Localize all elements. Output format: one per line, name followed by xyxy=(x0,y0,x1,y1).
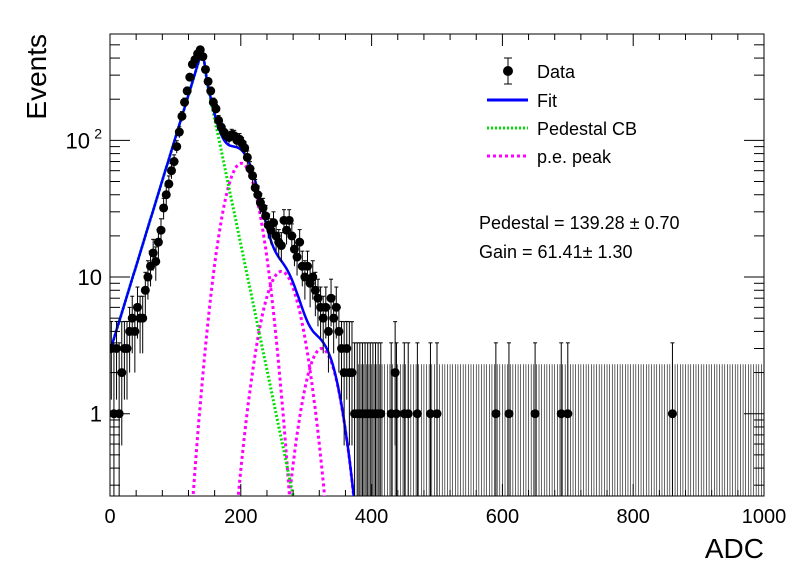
data-point xyxy=(164,175,174,194)
legend-entry-data: Data xyxy=(503,57,576,85)
data-point xyxy=(276,232,286,263)
x-tick-label: 600 xyxy=(486,506,519,528)
x-axis-label: ADC xyxy=(705,533,764,564)
data-point xyxy=(355,342,365,496)
data-point xyxy=(114,342,124,496)
legend-entry-pedestal: Pedestal CB xyxy=(487,119,637,139)
data-point xyxy=(240,141,250,155)
data-point xyxy=(530,342,540,496)
data-point xyxy=(180,97,190,107)
legend-label-data: Data xyxy=(537,62,576,82)
data-point xyxy=(185,72,195,82)
data-point xyxy=(169,154,179,170)
x-tick-label: 800 xyxy=(617,506,650,528)
data-point xyxy=(295,229,305,259)
data-point xyxy=(371,342,381,496)
legend-data-marker xyxy=(503,66,513,76)
data-point xyxy=(373,342,383,496)
tail-error-bars xyxy=(358,364,764,496)
data-point xyxy=(156,218,166,245)
data-point xyxy=(357,342,367,496)
data-point xyxy=(386,342,396,496)
data-point xyxy=(182,86,192,96)
data-point xyxy=(112,320,122,400)
legend-entry-pe: p.e. peak xyxy=(487,147,612,167)
pe-peak-curve-1 xyxy=(191,161,291,496)
data-point xyxy=(556,342,566,496)
y-tick-label-exponent: 2 xyxy=(94,125,102,141)
x-axis: 0 200 400 600 800 1000 xyxy=(104,34,786,528)
data-point xyxy=(172,140,182,154)
fit-curve xyxy=(110,51,355,496)
data-point xyxy=(161,185,171,205)
data-point xyxy=(352,342,362,496)
y-tick-label: 10 xyxy=(78,265,102,290)
data-points xyxy=(110,45,764,496)
data-point xyxy=(284,209,294,234)
legend: Data Fit Pedestal CB p.e. peak xyxy=(487,57,637,167)
legend-label-pe: p.e. peak xyxy=(537,147,612,167)
data-point xyxy=(242,150,252,165)
data-point xyxy=(365,342,375,496)
data-point xyxy=(376,342,386,496)
data-point xyxy=(368,342,378,496)
data-point xyxy=(195,45,205,55)
data-point xyxy=(211,103,221,114)
data-point xyxy=(151,246,161,281)
data-point xyxy=(399,342,409,496)
legend-entry-fit: Fit xyxy=(487,91,557,111)
y-tick-label: 1 xyxy=(90,402,102,427)
data-point xyxy=(110,342,119,496)
data-point xyxy=(200,64,210,74)
data-point xyxy=(339,321,349,446)
annotation-gain: Gain = 61.41± 1.30 xyxy=(479,242,633,262)
x-tick-label: 0 xyxy=(104,506,115,528)
data-point xyxy=(203,76,213,86)
data-point xyxy=(174,126,184,138)
data-point xyxy=(177,111,187,122)
data-point xyxy=(323,306,333,373)
data-point xyxy=(412,342,422,496)
data-point xyxy=(206,86,216,96)
x-tick-label: 200 xyxy=(224,506,257,528)
data-point xyxy=(360,342,370,496)
annotation-pedestal: Pedestal = 139.28 ± 0.70 xyxy=(479,213,680,233)
data-point xyxy=(347,321,357,446)
legend-label-fit: Fit xyxy=(537,91,557,111)
data-point xyxy=(391,342,401,496)
data-point xyxy=(248,167,258,185)
data-point xyxy=(363,342,373,496)
pe-peak-curve-3 xyxy=(287,346,356,496)
x-tick-label: 1000 xyxy=(742,506,787,528)
x-tick-label: 400 xyxy=(355,506,388,528)
pe-peak-curve-2 xyxy=(236,269,327,496)
legend-label-pedestal: Pedestal CB xyxy=(537,119,637,139)
data-point xyxy=(491,342,501,496)
data-point xyxy=(425,342,435,496)
data-point xyxy=(198,52,208,62)
data-point xyxy=(159,197,169,220)
data-point xyxy=(504,342,514,496)
data-point xyxy=(342,320,352,400)
y-tick-label: 10 xyxy=(66,128,90,153)
pedestal-curve xyxy=(110,50,295,496)
y-axis-label: Events xyxy=(21,34,52,120)
